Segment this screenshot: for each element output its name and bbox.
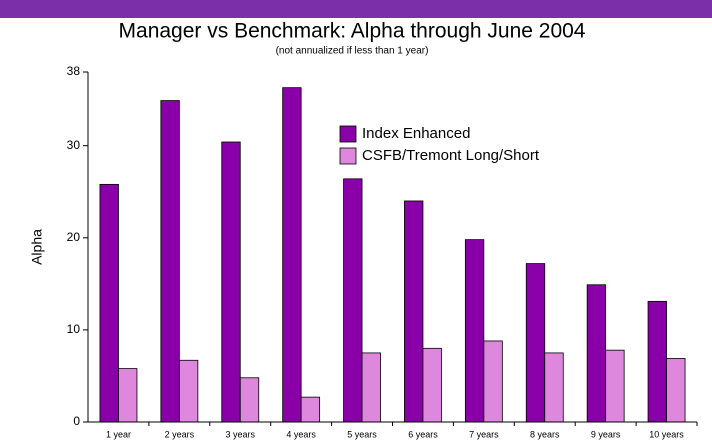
bar xyxy=(118,368,138,423)
bar xyxy=(647,300,667,423)
bar xyxy=(300,396,321,423)
bar xyxy=(160,100,180,423)
bar xyxy=(99,183,119,423)
bar xyxy=(666,358,686,423)
bar xyxy=(361,352,381,423)
x-tick-label: 7 years xyxy=(469,429,499,439)
bar xyxy=(525,263,546,423)
bar xyxy=(221,141,241,423)
legend-swatch xyxy=(339,147,357,165)
legend-label: CSFB/Tremont Long/Short xyxy=(362,147,540,164)
bar xyxy=(422,347,442,423)
x-tick-label: 2 years xyxy=(165,429,195,439)
bar xyxy=(282,87,302,423)
header-band xyxy=(0,0,712,18)
legend-swatch xyxy=(339,125,357,143)
bar xyxy=(586,284,607,423)
bar xyxy=(464,239,485,423)
y-axis-label: Alpha xyxy=(29,229,45,265)
y-tick-label: 10 xyxy=(67,322,81,336)
bar xyxy=(544,352,564,423)
y-tick-label: 20 xyxy=(67,230,81,244)
y-tick-label: 0 xyxy=(73,414,80,428)
y-tick-label: 38 xyxy=(67,64,81,78)
bar xyxy=(178,359,199,423)
bar xyxy=(404,200,424,423)
x-tick-label: 10 years xyxy=(649,429,684,439)
legend-label: Index Enhanced xyxy=(362,125,470,142)
x-tick-label: 4 years xyxy=(286,429,316,439)
bar xyxy=(239,377,260,423)
y-tick-label: 30 xyxy=(67,138,81,152)
bar xyxy=(483,340,503,423)
x-tick-label: 9 years xyxy=(591,429,621,439)
x-tick-label: 5 years xyxy=(347,429,377,439)
chart-subtitle: (not annualized if less than 1 year) xyxy=(276,46,429,57)
x-tick-label: 6 years xyxy=(408,429,438,439)
x-tick-label: 3 years xyxy=(225,429,255,439)
x-tick-label: 8 years xyxy=(530,429,560,439)
chart-title: Manager vs Benchmark: Alpha through June… xyxy=(119,20,586,43)
bar xyxy=(605,349,625,423)
bar xyxy=(343,178,363,423)
x-tick-label: 1 year xyxy=(106,429,131,439)
